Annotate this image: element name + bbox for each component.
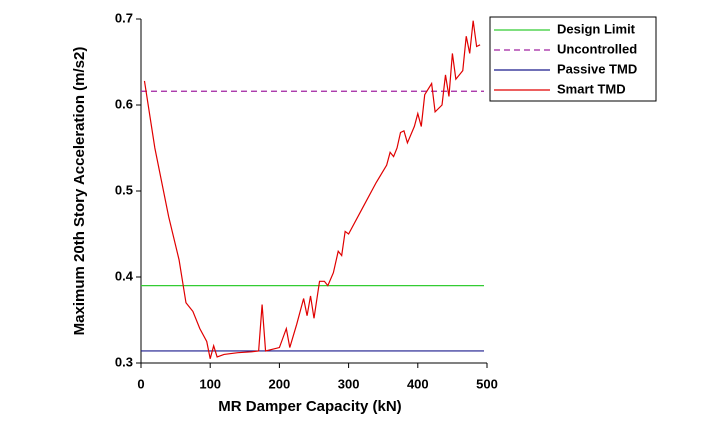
x-tick-label: 100 [199, 376, 221, 391]
legend-label: Smart TMD [557, 81, 626, 96]
x-tick-label: 500 [476, 376, 498, 391]
x-tick-label: 0 [137, 376, 144, 391]
y-tick-label: 0.6 [115, 96, 133, 111]
x-tick-label: 300 [338, 376, 360, 391]
legend-label: Passive TMD [557, 61, 637, 76]
x-axis-label: MR Damper Capacity (kN) [218, 398, 401, 415]
legend-label: Uncontrolled [557, 41, 637, 56]
y-tick-label: 0.5 [115, 182, 133, 197]
y-axis-label: Maximum 20th Story Acceleration (m/s2) [71, 47, 88, 336]
y-tick-label: 0.3 [115, 354, 133, 369]
series-line [143, 20, 481, 359]
legend-box [489, 16, 657, 102]
y-tick-label: 0.4 [115, 268, 134, 283]
y-tick-label: 0.7 [115, 10, 133, 25]
x-tick-label: 400 [407, 376, 429, 391]
x-tick-label: 200 [269, 376, 291, 391]
legend-label: Design Limit [557, 21, 636, 36]
